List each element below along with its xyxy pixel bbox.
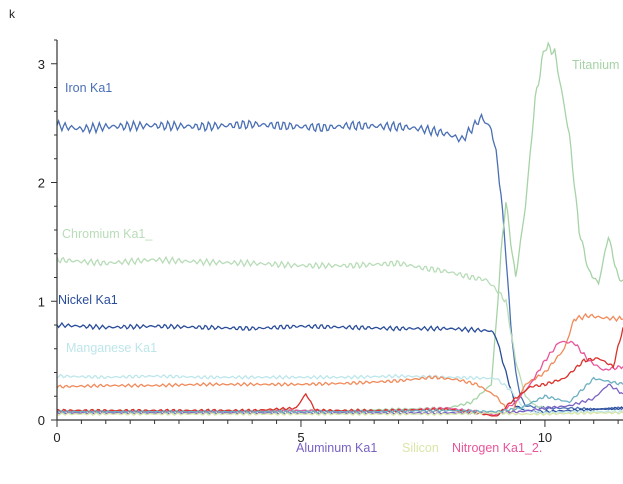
series-line-teal (56, 376, 623, 414)
y-tick-label: 0 (38, 413, 45, 428)
series-line-silicon (56, 410, 623, 417)
series-line-iron-ka1 (56, 112, 623, 411)
series-label-titanium: Titanium (572, 58, 619, 72)
series-labels: Titanium Iron Ka1 Chromium Ka1_ Nickel Ka1 M… (58, 58, 619, 355)
ticks-layer: 0 5 10 0 1 2 3 (38, 39, 619, 445)
series-label-chromium-ka1: Chromium Ka1_ (62, 227, 153, 241)
y-tick-label: 1 (38, 294, 45, 309)
series-label-iron-ka1: Iron Ka1 (65, 81, 112, 95)
series-line-orange (56, 312, 623, 415)
legend-item-aluminum-ka1: Aluminum Ka1 (296, 441, 377, 455)
x-tick-label: 0 (53, 430, 60, 445)
series-layer (56, 41, 623, 417)
y-axis-label: k (9, 7, 16, 21)
y-tick-label: 3 (38, 57, 45, 72)
x-tick-label: 10 (538, 430, 552, 445)
series-line-chromium-ka1 (56, 255, 545, 409)
series-line-manganese-ka1 (56, 373, 623, 415)
x-tick-label: 5 (297, 430, 304, 445)
series-line-red (56, 327, 623, 417)
series-label-manganese-ka1: Manganese Ka1 (66, 341, 157, 355)
y-tick-label: 2 (38, 176, 45, 191)
series-line-aluminum-ka1 (56, 383, 623, 415)
series-label-nickel-ka1: Nickel Ka1 (58, 293, 118, 307)
legend-item-nitrogen-ka1-2: Nitrogen Ka1_2. (452, 441, 542, 455)
legend: Aluminum Ka1 Silicon Nitrogen Ka1_2. (296, 441, 542, 455)
legend-item-silicon: Silicon (402, 441, 439, 455)
